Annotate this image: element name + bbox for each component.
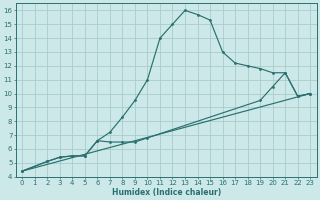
X-axis label: Humidex (Indice chaleur): Humidex (Indice chaleur) — [112, 188, 221, 197]
